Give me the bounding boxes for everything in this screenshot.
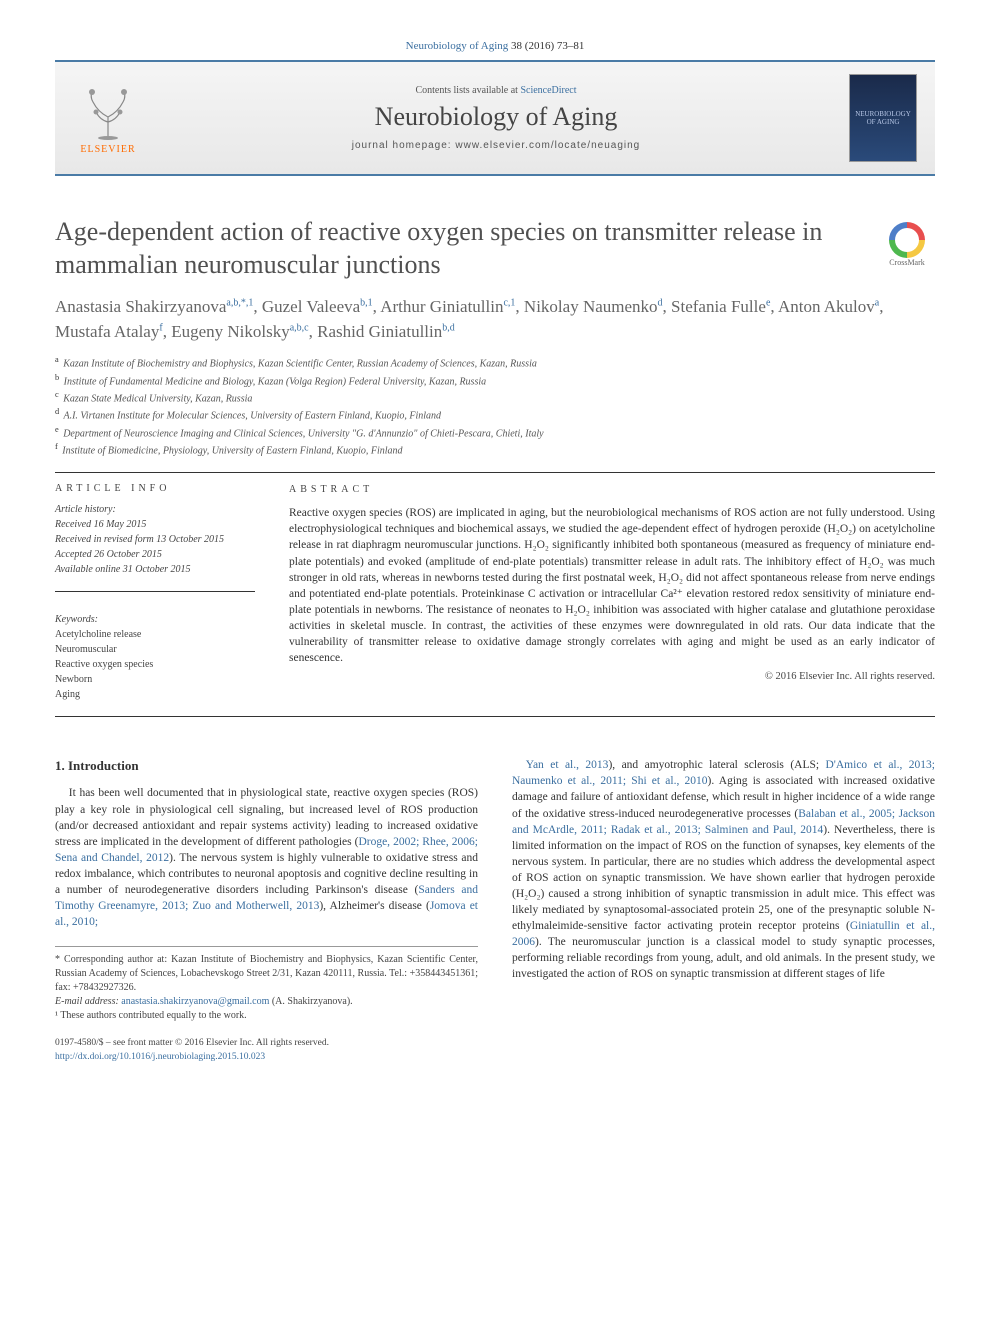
- body-column-right: Yan et al., 2013), and amyotrophic later…: [512, 757, 935, 1064]
- footnotes: * Corresponding author at: Kazan Institu…: [55, 946, 478, 1023]
- abstract-text: Reactive oxygen species (ROS) are implic…: [289, 505, 935, 666]
- history-line: Received in revised form 13 October 2015: [55, 532, 255, 547]
- affiliation: d A.I. Virtanen Institute for Molecular …: [55, 406, 935, 423]
- footer-copyright: 0197-4580/$ – see front matter © 2016 El…: [55, 1037, 478, 1064]
- divider: [55, 716, 935, 717]
- abstract-copyright: © 2016 Elsevier Inc. All rights reserved…: [289, 670, 935, 685]
- sciencedirect-link[interactable]: ScienceDirect: [520, 85, 576, 96]
- divider: [55, 472, 935, 473]
- history-line: Accepted 26 October 2015: [55, 547, 255, 562]
- body-paragraph: Yan et al., 2013), and amyotrophic later…: [512, 757, 935, 982]
- divider: [55, 591, 255, 592]
- elsevier-label: ELSEVIER: [80, 144, 135, 155]
- equal-contribution-note: ¹ These authors contributed equally to t…: [55, 1009, 478, 1023]
- citation-ref: 38 (2016) 73–81: [508, 40, 584, 52]
- body-paragraph: It has been well documented that in phys…: [55, 785, 478, 930]
- keywords-label: Keywords:: [55, 614, 255, 625]
- authors-list: Anastasia Shakirzyanovaa,b,*,1, Guzel Va…: [55, 295, 935, 344]
- keyword: Acetylcholine release: [55, 627, 255, 642]
- journal-cover-thumbnail[interactable]: NEUROBIOLOGY OF AGING: [849, 74, 917, 162]
- body-column-left: 1. Introduction It has been well documen…: [55, 757, 478, 1064]
- history-line: Available online 31 October 2015: [55, 562, 255, 577]
- citation-journal-link[interactable]: Neurobiology of Aging: [406, 40, 509, 52]
- affiliation: f Institute of Biomedicine, Physiology, …: [55, 441, 935, 458]
- homepage-url[interactable]: www.elsevier.com/locate/neuaging: [455, 140, 640, 151]
- crossmark-icon: [889, 222, 925, 258]
- keyword: Reactive oxygen species: [55, 657, 255, 672]
- article-info-panel: ARTICLE INFO Article history: Received 1…: [55, 483, 255, 702]
- corresponding-email-link[interactable]: anastasia.shakirzyanova@gmail.com: [121, 996, 269, 1007]
- elsevier-tree-icon: [78, 82, 138, 142]
- affiliation: c Kazan State Medical University, Kazan,…: [55, 389, 935, 406]
- section-heading: 1. Introduction: [55, 757, 478, 775]
- affiliation: b Institute of Fundamental Medicine and …: [55, 372, 935, 389]
- article-title: Age-dependent action of reactive oxygen …: [55, 216, 859, 281]
- affiliation: e Department of Neuroscience Imaging and…: [55, 424, 935, 441]
- email-author-name: (A. Shakirzyanova).: [269, 996, 352, 1007]
- abstract-heading: ABSTRACT: [289, 483, 935, 497]
- doi-link[interactable]: http://dx.doi.org/10.1016/j.neurobiolagi…: [55, 1052, 265, 1062]
- article-info-heading: ARTICLE INFO: [55, 483, 255, 494]
- history-line: Received 16 May 2015: [55, 517, 255, 532]
- abstract-panel: ABSTRACT Reactive oxygen species (ROS) a…: [289, 483, 935, 702]
- affiliation: a Kazan Institute of Biochemistry and Bi…: [55, 354, 935, 371]
- journal-header: ELSEVIER Contents lists available at Sci…: [55, 62, 935, 176]
- journal-name: Neurobiology of Aging: [161, 102, 831, 132]
- affiliations-list: a Kazan Institute of Biochemistry and Bi…: [55, 354, 935, 458]
- elsevier-logo[interactable]: ELSEVIER: [73, 78, 143, 158]
- contents-line: Contents lists available at ScienceDirec…: [161, 85, 831, 96]
- history-label: Article history:: [55, 502, 255, 517]
- keyword: Aging: [55, 687, 255, 702]
- crossmark-badge[interactable]: CrossMark: [879, 216, 935, 272]
- email-label: E-mail address:: [55, 996, 121, 1007]
- homepage-line: journal homepage: www.elsevier.com/locat…: [161, 140, 831, 151]
- corresponding-author-note: * Corresponding author at: Kazan Institu…: [55, 953, 478, 995]
- citation-bar: Neurobiology of Aging 38 (2016) 73–81: [55, 40, 935, 62]
- keyword: Neuromuscular: [55, 642, 255, 657]
- keyword: Newborn: [55, 672, 255, 687]
